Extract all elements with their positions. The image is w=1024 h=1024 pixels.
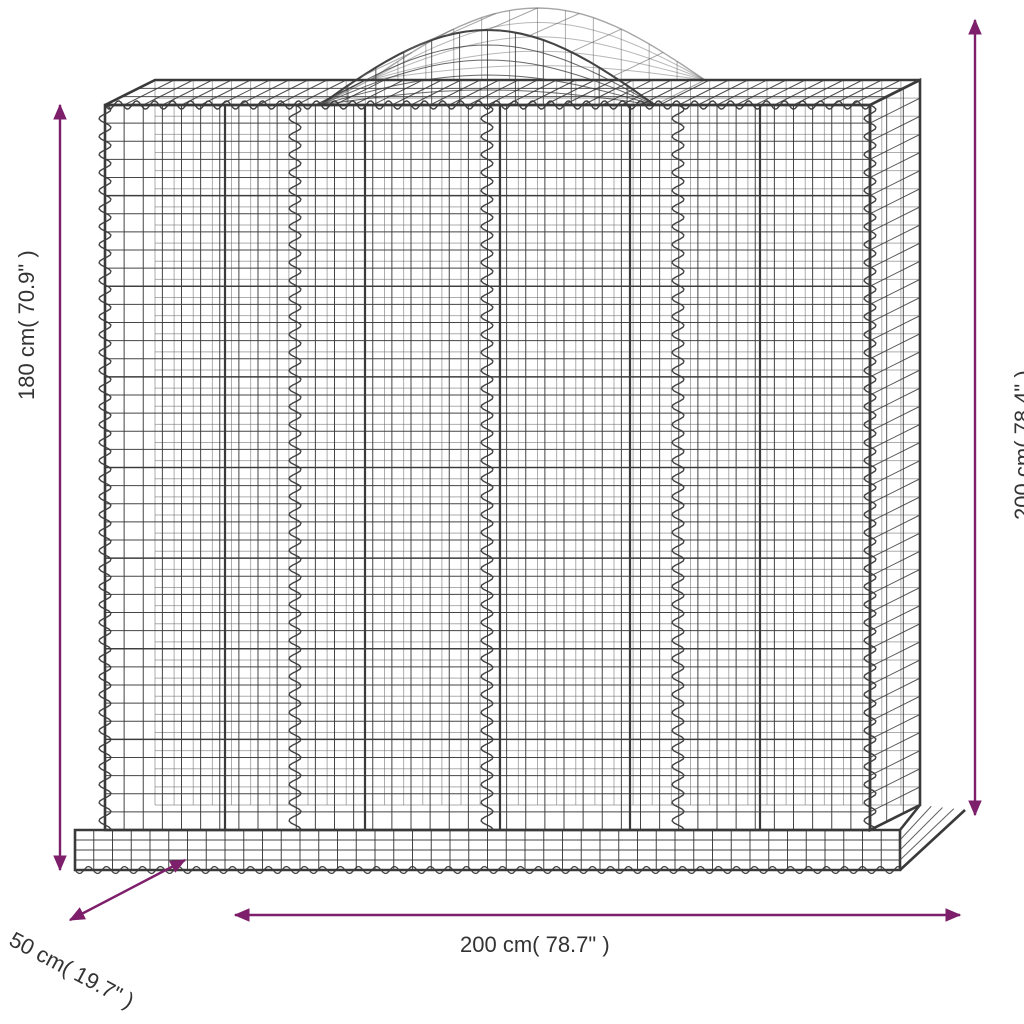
diagram-svg bbox=[0, 0, 1024, 1024]
dim-label-height-left: 180 cm( 70.9" ) bbox=[12, 250, 42, 400]
diagram-stage: 180 cm( 70.9" ) 200 cm( 78.4" ) 200 cm( … bbox=[0, 0, 1024, 1024]
dim-label-width: 200 cm( 78.7" ) bbox=[460, 930, 610, 960]
dim-label-height-right: 200 cm( 78.4" ) bbox=[1008, 370, 1024, 520]
